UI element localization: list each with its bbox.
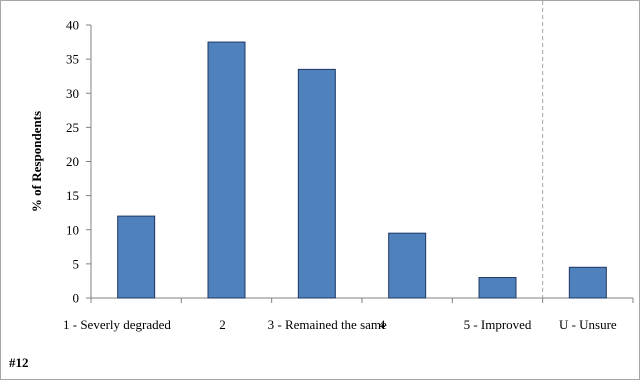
bar-1 [117, 215, 156, 299]
x-category-label: 5 - Improved [464, 317, 532, 332]
bar-3 [297, 68, 336, 299]
x-category-label: 4 [379, 317, 386, 332]
bar-6 [568, 266, 607, 299]
y-tick-label: 35 [66, 52, 79, 67]
bar-4 [388, 232, 427, 299]
y-tick-label: 20 [66, 154, 79, 169]
y-tick-label: 5 [73, 256, 80, 271]
x-category-label: 2 [219, 317, 226, 332]
y-tick-label: 0 [73, 291, 80, 306]
x-category-label: U - Unsure [559, 317, 617, 332]
x-category-label: 1 - Severly degraded [63, 317, 171, 332]
y-tick-label: 30 [66, 86, 79, 101]
figure-label: #12 [9, 355, 29, 370]
x-category-label: 3 - Remained the same [268, 317, 387, 332]
y-tick-label: 10 [66, 222, 79, 237]
y-tick-label: 25 [66, 120, 79, 135]
y-tick-label: 40 [66, 18, 79, 33]
y-axis-title: % of Respondents [29, 111, 44, 212]
bar-5 [478, 277, 517, 299]
y-tick-label: 15 [66, 188, 79, 203]
bar-2 [207, 41, 246, 299]
